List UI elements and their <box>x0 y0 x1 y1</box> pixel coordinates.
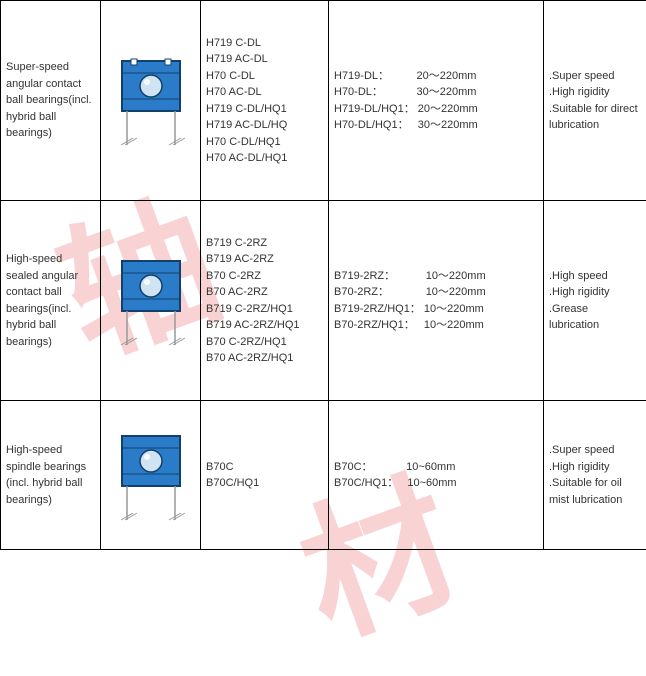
size-ranges: H719-DL： 20～220mm H70-DL： 30～220mm H719-… <box>329 1 544 201</box>
size-ranges: B70C： 10~60mm B70C/HQ1： 10~60mm <box>329 401 544 550</box>
features: .Super speed .High rigidity .Suitable fo… <box>544 1 646 201</box>
bearing-type-name: High-speed spindle bearings (incl. hybri… <box>1 401 101 550</box>
bearing-type-name: Super-speed angular contact ball bearing… <box>1 1 101 201</box>
bearing-diagram <box>101 1 201 201</box>
table-row: High-speed spindle bearings (incl. hybri… <box>1 401 646 550</box>
bearing-type-name: High-speed sealed angular contact ball b… <box>1 201 101 401</box>
features: .Super speed .High rigidity .Suitable fo… <box>544 401 646 550</box>
designation-codes: B719 C-2RZ B719 AC-2RZ B70 C-2RZ B70 AC-… <box>201 201 329 401</box>
designation-codes: B70C B70C/HQ1 <box>201 401 329 550</box>
bearings-table: Super-speed angular contact ball bearing… <box>0 0 646 550</box>
size-ranges: B719-2RZ： 10～220mm B70-2RZ： 10～220mm B71… <box>329 201 544 401</box>
features: .High speed .High rigidity .Grease lubri… <box>544 201 646 401</box>
bearing-diagram <box>101 201 201 401</box>
table-row: Super-speed angular contact ball bearing… <box>1 1 646 201</box>
table-row: High-speed sealed angular contact ball b… <box>1 201 646 401</box>
bearing-diagram <box>101 401 201 550</box>
designation-codes: H719 C-DL H719 AC-DL H70 C-DL H70 AC-DL … <box>201 1 329 201</box>
